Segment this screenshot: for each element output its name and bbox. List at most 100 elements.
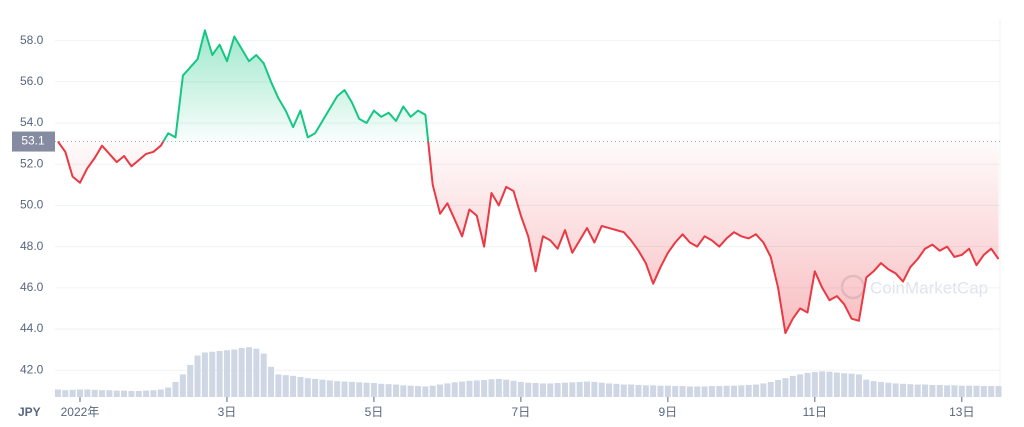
volume-bar <box>738 385 745 397</box>
volume-bar <box>488 379 495 397</box>
volume-bar <box>209 351 216 397</box>
price-line-down <box>57 141 1000 335</box>
volume-bar <box>459 381 466 397</box>
volume-bar <box>899 383 907 397</box>
volume-bar <box>451 382 458 397</box>
volume-bar <box>400 385 407 397</box>
volume-bar <box>179 374 186 397</box>
volume-bar <box>231 349 238 397</box>
volume-bar <box>753 384 760 397</box>
volume-bar <box>304 378 311 397</box>
x-tick-label: 2022年 <box>61 405 100 419</box>
volume-bar <box>635 384 642 397</box>
volume-bar <box>165 387 172 397</box>
currency-label: JPY <box>18 405 41 419</box>
volume-bar <box>539 383 546 397</box>
volume-bar <box>135 390 142 397</box>
volume-bar <box>811 372 818 397</box>
volume-bar <box>929 384 936 397</box>
volume-bar <box>113 390 120 397</box>
volume-bar <box>613 383 620 397</box>
volume-bar <box>782 378 789 397</box>
y-tick-label: 56.0 <box>20 74 44 88</box>
volume-bar <box>554 383 561 397</box>
y-tick-label: 44.0 <box>20 321 44 335</box>
volume-bar <box>194 355 201 397</box>
volume-bar <box>936 384 943 397</box>
volume-bar <box>951 385 958 397</box>
volume-bar <box>525 382 532 397</box>
x-tick-label: 7日 <box>512 405 531 419</box>
volume-bar <box>245 347 253 397</box>
volume-bar <box>686 386 693 397</box>
volume-bar <box>576 381 583 397</box>
volume-bar <box>326 380 333 397</box>
volume-bar <box>201 352 208 397</box>
volume-bar <box>415 386 422 397</box>
volume-bar <box>877 381 884 397</box>
volume-bar <box>268 366 275 397</box>
volume-bar <box>62 390 69 397</box>
volume-bar <box>422 386 429 397</box>
volume-bar <box>495 378 502 397</box>
volume-bar <box>885 382 892 397</box>
volume-bar <box>547 383 554 397</box>
volume-bar <box>370 383 377 397</box>
volume-bar <box>517 381 524 397</box>
volume-bar <box>833 372 840 397</box>
area-down <box>57 141 999 334</box>
volume-bar <box>532 383 539 397</box>
volume-bar <box>99 390 106 397</box>
baseline-label: 53.1 <box>21 134 45 148</box>
volume-bar <box>701 386 708 397</box>
volume-bar <box>128 390 135 397</box>
y-tick-label: 52.0 <box>20 156 44 170</box>
volume-bar <box>150 390 157 397</box>
volume-bar <box>716 386 723 397</box>
volume-bar <box>429 385 436 397</box>
volume-bar <box>561 382 568 397</box>
y-tick-label: 42.0 <box>20 362 44 376</box>
volume-bar <box>569 382 576 397</box>
volume-bar <box>760 383 767 397</box>
y-tick-label: 58.0 <box>20 33 44 47</box>
volume-bar <box>503 379 510 397</box>
volume-bar <box>650 385 657 397</box>
volume-bar <box>510 380 517 397</box>
volume-bar <box>672 386 679 397</box>
volume-bar <box>444 383 451 397</box>
volume-bar <box>69 389 76 397</box>
volume-bar <box>628 384 635 397</box>
volume-bar <box>172 381 179 397</box>
volume-bar <box>944 385 951 397</box>
volume-bar <box>157 389 164 397</box>
volume-bar <box>54 389 61 397</box>
volume-bar <box>620 384 627 397</box>
volume-bar <box>312 378 319 397</box>
volume-bar <box>223 350 230 397</box>
volume-bar <box>437 384 444 397</box>
volume-bar <box>855 374 862 397</box>
volume-bar <box>334 381 341 397</box>
volume-bar <box>473 380 480 397</box>
volume-bar <box>922 384 929 397</box>
volume-bar <box>606 383 613 397</box>
volume-bar <box>797 374 804 397</box>
volume-bar <box>789 375 796 397</box>
volume-bar <box>598 382 605 397</box>
volume-bar <box>907 384 914 397</box>
volume-bar <box>848 373 855 397</box>
volume-bar <box>870 381 877 397</box>
y-tick-label: 46.0 <box>20 280 44 294</box>
x-tick-label: 9日 <box>659 405 678 419</box>
volume-bar <box>91 389 98 397</box>
volume-bar <box>187 364 194 397</box>
volume-bar <box>973 385 980 397</box>
volume-bar <box>679 386 686 397</box>
x-tick-label: 11日 <box>803 405 827 419</box>
volume-bar <box>819 371 826 397</box>
volume-bar <box>584 381 591 397</box>
volume-bar <box>841 373 848 397</box>
x-tick-label: 13日 <box>949 405 974 419</box>
